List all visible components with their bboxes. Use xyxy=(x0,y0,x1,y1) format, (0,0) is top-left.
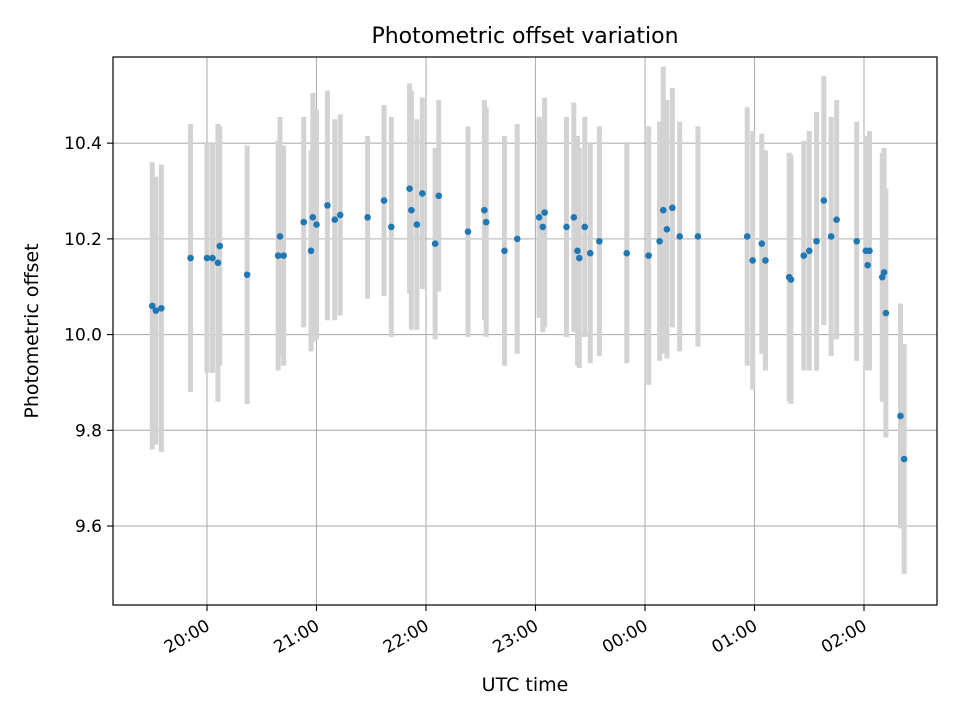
x-tick-label: 02:00 xyxy=(818,616,870,658)
x-tick-label: 22:00 xyxy=(380,616,432,658)
data-point xyxy=(676,233,683,240)
x-tick-label: 01:00 xyxy=(709,616,761,658)
data-point xyxy=(743,233,751,240)
y-tick-label: 9.8 xyxy=(75,421,102,441)
data-point xyxy=(406,185,413,192)
data-point xyxy=(482,218,490,226)
data-point xyxy=(853,237,860,245)
data-point xyxy=(827,233,835,240)
data-point xyxy=(152,307,160,314)
data-point xyxy=(866,247,873,255)
data-point xyxy=(596,237,603,245)
data-point xyxy=(435,192,443,200)
data-point xyxy=(313,221,320,228)
data-point xyxy=(513,235,521,243)
data-point xyxy=(380,197,388,204)
data-point xyxy=(280,252,287,259)
x-tick-label: 23:00 xyxy=(490,616,542,658)
data-point xyxy=(833,216,840,224)
data-point xyxy=(656,237,663,245)
data-point xyxy=(541,209,548,216)
grid-lines xyxy=(113,57,937,605)
data-point xyxy=(563,223,570,231)
y-tick-label: 10.2 xyxy=(64,230,102,250)
data-point xyxy=(762,257,769,264)
data-point xyxy=(431,240,439,247)
data-point xyxy=(331,216,339,224)
data-point xyxy=(900,455,908,463)
data-point xyxy=(158,304,165,312)
data-point xyxy=(413,221,421,228)
data-point xyxy=(307,247,315,255)
x-tick-label: 20:00 xyxy=(161,616,213,658)
data-point xyxy=(203,254,211,262)
data-point xyxy=(645,252,652,259)
data-point xyxy=(575,254,583,262)
data-point xyxy=(148,302,156,310)
x-tick-label: 21:00 xyxy=(271,616,323,658)
x-axis-label: UTC time xyxy=(482,674,569,696)
x-tick-label: 00:00 xyxy=(599,616,651,658)
data-point xyxy=(659,206,667,214)
data-point xyxy=(216,242,224,250)
data-point xyxy=(749,257,756,264)
data-point xyxy=(243,271,251,279)
y-tick-label: 9.6 xyxy=(75,517,102,537)
data-point xyxy=(787,276,795,283)
chart-title: Photometric offset variation xyxy=(371,24,678,49)
data-point xyxy=(864,261,871,269)
data-point xyxy=(758,240,766,247)
data-point xyxy=(336,211,344,219)
data-points xyxy=(148,185,908,463)
data-point xyxy=(408,206,415,214)
data-point xyxy=(300,218,308,226)
data-point xyxy=(800,252,808,259)
data-point xyxy=(805,247,813,255)
data-point xyxy=(581,223,589,231)
data-point xyxy=(364,214,371,221)
y-tick-label: 10.4 xyxy=(64,134,102,154)
data-point xyxy=(694,233,702,240)
data-point xyxy=(388,223,395,231)
data-point xyxy=(187,254,194,262)
data-point xyxy=(464,228,472,235)
data-point xyxy=(309,214,317,221)
data-point xyxy=(663,225,671,233)
data-point xyxy=(539,223,547,231)
data-point xyxy=(813,237,820,245)
data-point xyxy=(501,247,508,255)
y-tick-label: 10.0 xyxy=(64,326,102,346)
data-point xyxy=(324,202,331,209)
data-point xyxy=(820,197,828,204)
data-point xyxy=(623,249,631,257)
data-point xyxy=(570,214,578,221)
data-point xyxy=(276,233,284,240)
data-point xyxy=(880,269,888,276)
data-point xyxy=(586,249,594,257)
data-point xyxy=(897,412,904,420)
data-point xyxy=(882,309,890,317)
data-point xyxy=(669,204,676,212)
data-point xyxy=(419,190,426,197)
data-point xyxy=(274,252,282,259)
data-point xyxy=(574,247,581,255)
data-point xyxy=(209,254,216,262)
data-point xyxy=(481,206,488,214)
data-point xyxy=(535,214,543,221)
plot-frame xyxy=(112,56,938,606)
data-point xyxy=(214,259,222,267)
y-axis-label: Photometric offset xyxy=(21,243,43,418)
